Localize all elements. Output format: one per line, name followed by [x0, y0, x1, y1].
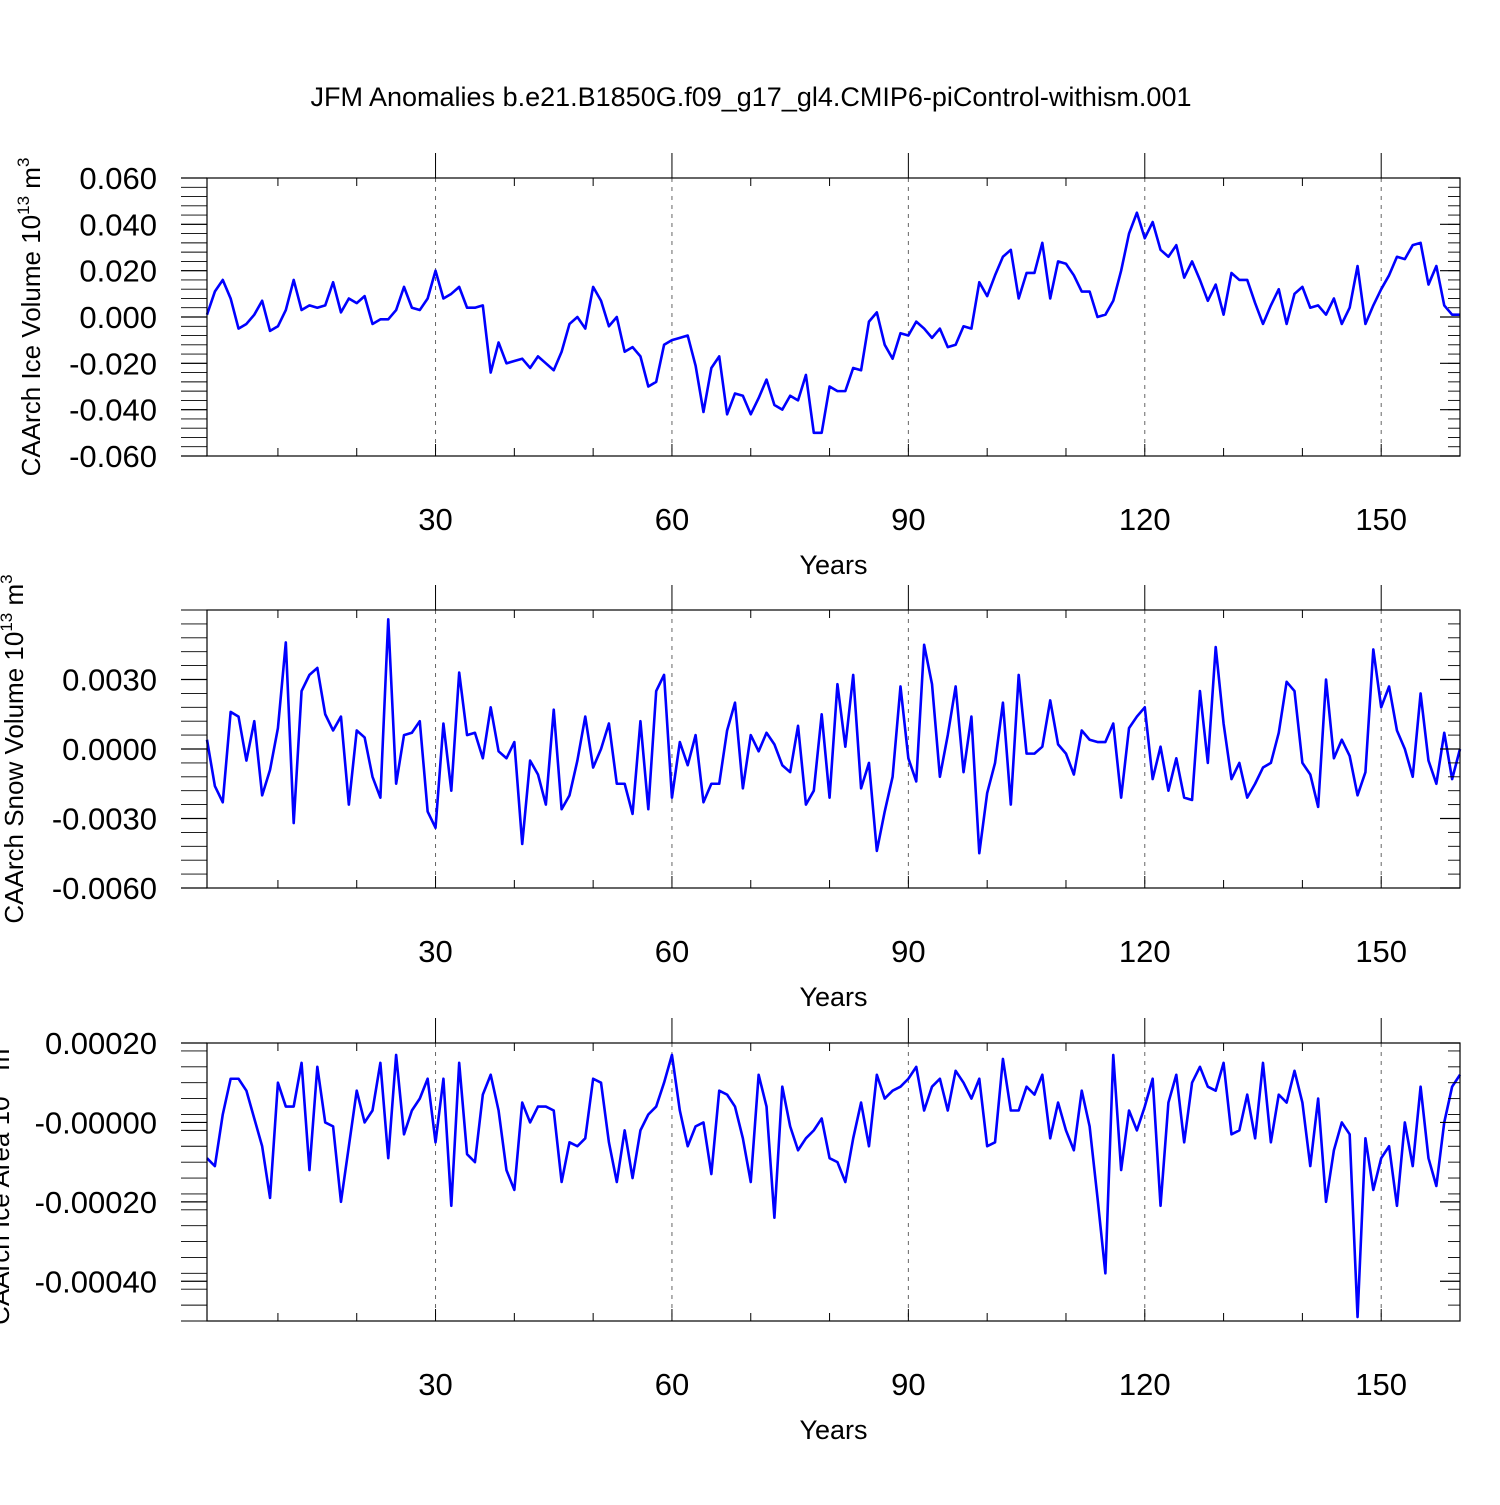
y-tick-label: 0.020 [79, 254, 157, 289]
x-tick-label: 90 [891, 502, 925, 537]
x-axis-label: Years [799, 1415, 867, 1445]
data-line-ice_volume [205, 211, 1460, 435]
y-axis-label-name: CAArch Ice Volume [16, 244, 46, 477]
y-tick-label: -0.00000 [35, 1105, 157, 1140]
x-tick-label: 60 [655, 502, 689, 537]
y-axis-label-unit: 10 [0, 632, 29, 661]
y-tick-label: -0.00020 [35, 1185, 157, 1220]
plot-frame [206, 1042, 1461, 1322]
y-tick-label: 0.0000 [62, 732, 157, 767]
x-axis-label: Years [799, 982, 867, 1012]
y-axis-label-m-exp: 3 [14, 158, 33, 167]
x-tick-label: 150 [1355, 934, 1407, 969]
panel-2: 30 60 90 120 150 -0.0060 -0.0030 0.0000 0.0030 Ye… [0, 574, 1462, 1012]
y-axis-label-group: CAArch Snow Volume 1013 m3 [0, 574, 29, 923]
y-tick-label: -0.040 [69, 393, 157, 428]
x-tick-label: 30 [418, 1367, 452, 1402]
x-tick-label: 30 [418, 502, 452, 537]
y-tick-label: -0.060 [69, 439, 157, 474]
y-axis-label-exp: 13 [0, 1078, 2, 1097]
y-axis-label-exp: 13 [0, 613, 16, 632]
y-tick-label: -0.0030 [52, 802, 157, 837]
y-axis-label-group: CAArch Ice Area 1013 m2 [0, 1039, 15, 1325]
x-tick-label: 90 [891, 1367, 925, 1402]
y-axis-label-m-exp: 2 [0, 1039, 2, 1048]
y-tick-label: -0.0060 [52, 871, 157, 906]
y-tick-label: 0.000 [79, 300, 157, 335]
y-axis-label-group: CAArch Ice Volume 1013 m3 [14, 158, 46, 477]
x-tick-label: 120 [1119, 934, 1171, 969]
y-axis-label-m: m [16, 167, 46, 196]
y-axis-label: CAArch Ice Area 1013 m2 [0, 1039, 15, 1325]
panel-3: 30 60 90 120 150 -0.00040 -0.00020 -0.00000 0.00… [0, 1018, 1462, 1445]
y-axis-label-unit: 10 [16, 215, 46, 244]
x-tick-label: 120 [1119, 1367, 1171, 1402]
y-tick-label: 0.0030 [62, 663, 157, 698]
y-axis-label-exp: 13 [14, 196, 33, 215]
y-axis-label: CAArch Ice Volume 1013 m3 [14, 158, 46, 477]
x-tick-label: 150 [1355, 502, 1407, 537]
y-axis-label-unit: 10 [0, 1096, 15, 1125]
y-axis-label-name: CAArch Ice Area [0, 1125, 15, 1324]
x-tick-label: 90 [891, 934, 925, 969]
y-axis-label-m-exp: 3 [0, 574, 16, 583]
x-tick-label: 30 [418, 934, 452, 969]
y-axis-label-name: CAArch Snow Volume [0, 661, 29, 924]
y-tick-label: 0.040 [79, 207, 157, 242]
y-tick-label: -0.00040 [35, 1264, 157, 1299]
x-tick-label: 60 [655, 934, 689, 969]
y-axis-label: CAArch Snow Volume 1013 m3 [0, 574, 29, 923]
x-axis-label: Years [799, 550, 867, 580]
data-line-ice_area [206, 1053, 1462, 1319]
panel-1: 30 60 90 120 150 -0.060 -0.040 -0.020 0.000 0.020… [14, 153, 1461, 580]
y-tick-label: 0.00020 [45, 1026, 157, 1061]
y-axis-label-m: m [0, 584, 29, 613]
x-tick-label: 120 [1119, 502, 1171, 537]
y-tick-label: -0.020 [69, 346, 157, 381]
data-line-snow_volume [205, 617, 1462, 855]
plot-frame [206, 177, 1461, 457]
chart-title: JFM Anomalies b.e21.B1850G.f09_g17_gl4.C… [311, 82, 1192, 112]
y-tick-label: 0.060 [79, 161, 157, 196]
y-axis-label-m: m [0, 1049, 15, 1078]
x-tick-label: 150 [1355, 1367, 1407, 1402]
x-tick-label: 60 [655, 1367, 689, 1402]
